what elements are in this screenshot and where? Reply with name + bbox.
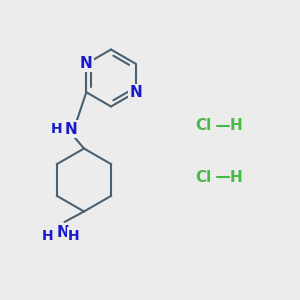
Text: N: N [57, 225, 69, 240]
Text: H: H [51, 122, 63, 136]
Text: N: N [129, 85, 142, 100]
Text: H: H [68, 229, 79, 242]
Text: Cl: Cl [195, 169, 211, 184]
Text: H: H [42, 229, 54, 242]
Text: Cl: Cl [195, 118, 211, 134]
Text: N: N [64, 122, 77, 136]
Text: H: H [230, 169, 243, 184]
Text: H: H [230, 118, 243, 134]
Text: N: N [80, 56, 93, 71]
